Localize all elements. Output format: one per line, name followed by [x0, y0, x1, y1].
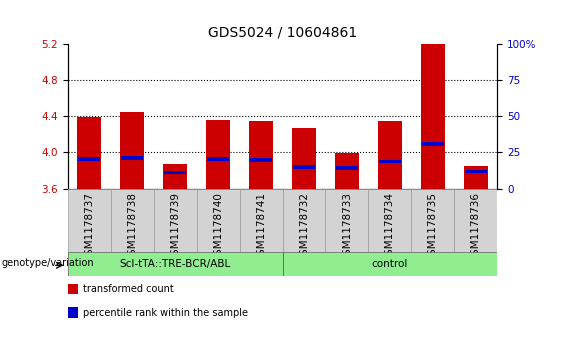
Bar — [77, 117, 101, 189]
Bar — [292, 128, 316, 189]
Text: GSM1178737: GSM1178737 — [84, 192, 94, 262]
Text: genotype/variation: genotype/variation — [1, 258, 94, 268]
Bar — [336, 166, 358, 170]
Text: GSM1178732: GSM1178732 — [299, 192, 309, 262]
FancyBboxPatch shape — [325, 189, 368, 252]
FancyBboxPatch shape — [411, 189, 454, 252]
Bar — [78, 157, 101, 160]
FancyBboxPatch shape — [240, 189, 282, 252]
Text: GSM1178741: GSM1178741 — [256, 192, 266, 262]
Title: GDS5024 / 10604861: GDS5024 / 10604861 — [208, 26, 357, 40]
Bar — [120, 111, 144, 189]
Bar — [206, 120, 230, 189]
Bar — [335, 153, 359, 189]
Text: GSM1178740: GSM1178740 — [213, 192, 223, 262]
Text: GSM1178736: GSM1178736 — [471, 192, 481, 262]
Bar — [379, 160, 401, 163]
FancyBboxPatch shape — [197, 189, 240, 252]
Bar — [464, 170, 487, 174]
Bar — [163, 164, 187, 189]
FancyBboxPatch shape — [454, 189, 497, 252]
Text: GSM1178738: GSM1178738 — [127, 192, 137, 262]
FancyBboxPatch shape — [111, 189, 154, 252]
Text: GSM1178734: GSM1178734 — [385, 192, 395, 262]
Bar — [164, 171, 186, 174]
Text: Scl-tTA::TRE-BCR/ABL: Scl-tTA::TRE-BCR/ABL — [120, 259, 231, 269]
Bar — [421, 142, 444, 146]
Bar — [250, 158, 272, 162]
Text: GSM1178735: GSM1178735 — [428, 192, 438, 262]
Text: GSM1178733: GSM1178733 — [342, 192, 352, 262]
FancyBboxPatch shape — [68, 252, 282, 276]
Bar — [68, 307, 79, 318]
Text: percentile rank within the sample: percentile rank within the sample — [83, 308, 248, 318]
Bar — [421, 44, 445, 189]
Text: control: control — [372, 259, 408, 269]
Bar — [121, 156, 144, 160]
Text: transformed count: transformed count — [83, 285, 173, 294]
FancyBboxPatch shape — [154, 189, 197, 252]
Text: GSM1178739: GSM1178739 — [170, 192, 180, 262]
FancyBboxPatch shape — [368, 189, 411, 252]
Bar — [378, 121, 402, 189]
Bar — [293, 165, 315, 169]
FancyBboxPatch shape — [282, 189, 325, 252]
Bar — [207, 157, 229, 160]
Bar — [464, 166, 488, 189]
FancyBboxPatch shape — [68, 189, 111, 252]
Bar — [249, 121, 273, 189]
Bar — [68, 284, 79, 294]
FancyBboxPatch shape — [282, 252, 497, 276]
